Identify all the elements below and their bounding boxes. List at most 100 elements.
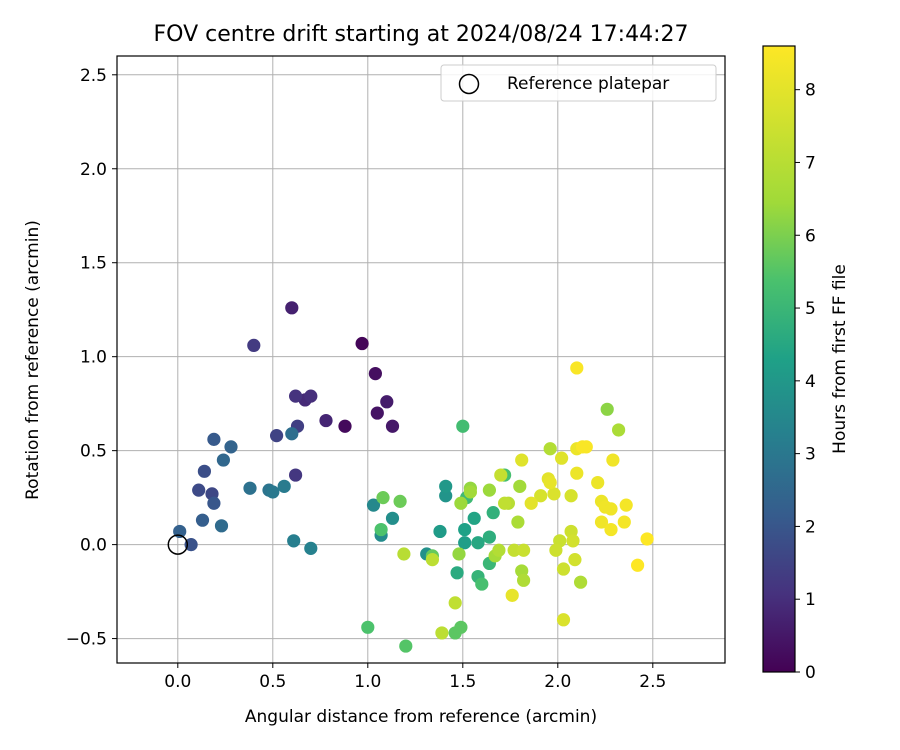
data-point <box>355 336 369 351</box>
data-point <box>192 483 206 497</box>
data-point <box>458 522 472 537</box>
data-point <box>456 419 470 433</box>
data-point <box>425 553 439 567</box>
x-tick-label: 2.0 <box>544 672 571 692</box>
colorbar-tick-label: 6 <box>805 226 816 246</box>
x-tick-label: 0.5 <box>259 672 286 692</box>
y-tick-label: 1.5 <box>80 254 107 274</box>
data-point <box>515 453 529 467</box>
data-point <box>399 639 413 653</box>
y-axis: −0.5 0.0 0.5 1.0 1.5 2.0 2.5 <box>66 66 117 650</box>
data-point <box>463 485 477 499</box>
data-point <box>556 562 571 576</box>
data-point <box>471 536 485 550</box>
y-tick-label: 1.0 <box>80 348 107 368</box>
x-axis: 0.0 0.5 1.0 1.5 2.0 2.5 <box>164 663 666 692</box>
data-point <box>556 613 571 627</box>
y-tick-label: 2.5 <box>80 66 107 86</box>
data-point <box>452 547 466 561</box>
data-point <box>266 485 280 499</box>
data-point <box>277 479 291 493</box>
x-tick-label: 1.0 <box>354 672 381 692</box>
data-point <box>568 553 582 567</box>
x-axis-label: Angular distance from reference (arcmin) <box>245 707 597 727</box>
data-point <box>319 413 333 428</box>
legend-box <box>440 64 717 102</box>
data-point <box>566 534 580 548</box>
data-point <box>304 389 318 403</box>
data-point <box>482 483 496 497</box>
data-point <box>380 395 394 409</box>
data-point <box>197 464 211 478</box>
data-point <box>207 432 221 446</box>
data-point <box>604 502 618 516</box>
data-point <box>570 361 584 375</box>
data-point <box>579 440 593 454</box>
data-point <box>513 479 527 493</box>
y-tick-label: 0.5 <box>80 442 107 462</box>
colorbar-tick-label: 2 <box>805 517 816 537</box>
grid <box>117 56 725 663</box>
data-point <box>458 536 472 550</box>
data-point <box>393 494 407 508</box>
colorbar: 0 1 2 3 4 5 6 7 8 Hours from first FF file <box>762 45 850 683</box>
y-axis-label: Rotation from reference (arcmin) <box>23 220 43 500</box>
data-point <box>606 453 620 467</box>
data-point <box>385 419 400 433</box>
data-point <box>289 468 303 482</box>
y-tick-label: −0.5 <box>66 630 107 650</box>
data-point <box>216 453 230 467</box>
data-point <box>224 440 238 454</box>
data-point <box>285 301 299 315</box>
data-point <box>439 489 453 503</box>
data-point <box>475 577 489 591</box>
data-point <box>207 496 221 510</box>
data-point <box>631 558 645 572</box>
x-tick-label: 0.0 <box>164 672 191 692</box>
data-point <box>376 491 390 505</box>
y-tick-label: 0.0 <box>80 536 107 556</box>
data-point <box>604 522 618 537</box>
data-point <box>505 588 519 602</box>
data-point <box>247 338 261 353</box>
data-point <box>600 402 614 416</box>
data-point <box>467 511 481 525</box>
data-point <box>285 427 299 441</box>
colorbar-tick-label: 3 <box>805 445 816 465</box>
legend: Reference platepar <box>440 64 717 102</box>
x-tick-label: 2.5 <box>639 672 666 692</box>
data-point <box>448 596 462 610</box>
data-point <box>270 429 284 443</box>
colorbar-ticks: 0 1 2 3 4 5 6 7 8 <box>795 81 816 683</box>
data-point <box>385 511 400 525</box>
data-point <box>287 534 301 548</box>
data-point <box>195 513 210 527</box>
data-point <box>454 620 468 634</box>
data-point <box>591 475 605 490</box>
data-point <box>454 496 468 510</box>
data-point <box>338 419 352 433</box>
data-point <box>494 468 508 482</box>
data-point <box>374 522 388 537</box>
plot-frame <box>116 55 726 664</box>
data-point <box>450 566 464 580</box>
x-tick-label: 1.5 <box>449 672 476 692</box>
colorbar-tick-label: 7 <box>805 153 816 173</box>
colorbar-tick-label: 0 <box>805 663 816 683</box>
data-point <box>543 475 557 490</box>
data-point <box>524 496 538 510</box>
data-point <box>433 524 447 539</box>
data-point <box>243 481 257 495</box>
data-point <box>289 389 303 403</box>
legend-marker <box>458 73 480 95</box>
data-point <box>619 498 633 512</box>
data-point <box>439 479 453 493</box>
data-point <box>574 575 588 589</box>
data-point <box>555 451 569 465</box>
data-point <box>517 543 531 557</box>
colorbar-label: Hours from first FF file <box>830 264 850 454</box>
data-point <box>594 515 609 529</box>
legend-label: Reference platepar <box>507 74 669 94</box>
